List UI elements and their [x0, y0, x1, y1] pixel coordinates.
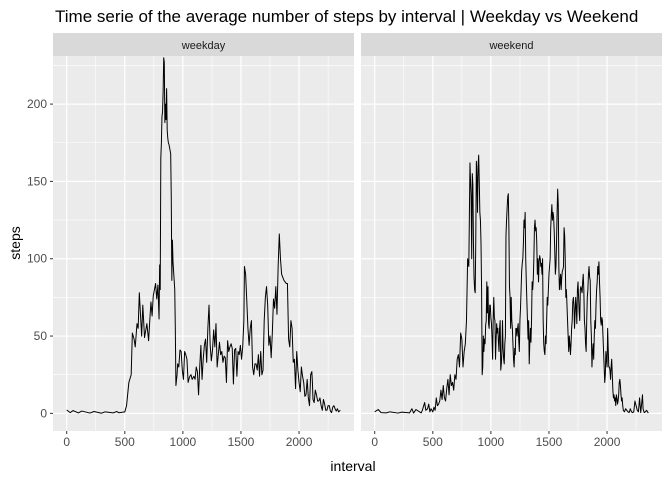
- panel-background-weekday: [53, 56, 354, 431]
- x-axis-title: interval: [330, 458, 375, 474]
- x-tick-label-weekend: 500: [423, 435, 443, 449]
- facet-strip-weekday: [53, 33, 354, 56]
- series-line-weekday: [66, 57, 341, 414]
- facet-panel-weekend: weekend: [361, 33, 662, 431]
- grid-minor-weekend: [361, 56, 662, 431]
- facet-strip-weekend: [361, 33, 662, 56]
- x-axis-weekday: 0 500 1000 1500 2000: [63, 431, 313, 449]
- x-tick-label-weekday: 500: [115, 435, 135, 449]
- y-tick-label: 50: [34, 329, 48, 343]
- facet-strip-label-weekend: weekend: [488, 40, 533, 52]
- y-tick-label: 200: [27, 97, 47, 111]
- facet-strip-label-weekday: weekday: [181, 40, 226, 52]
- y-axis: 0 50 100 150 200: [27, 97, 53, 420]
- x-tick-label-weekend: 1000: [478, 435, 505, 449]
- x-tick-label-weekday: 2000: [286, 435, 313, 449]
- x-tick-label-weekday: 1000: [170, 435, 197, 449]
- x-axis-weekend: 0 500 1000 1500 2000: [371, 431, 621, 449]
- grid-major-weekday: [53, 56, 354, 431]
- grid-minor-weekday: [53, 56, 354, 431]
- y-tick-label: 150: [27, 174, 47, 188]
- x-tick-label-weekend: 0: [371, 435, 378, 449]
- y-tick-label: 0: [40, 406, 47, 420]
- x-tick-label-weekend: 1500: [536, 435, 563, 449]
- x-tick-label-weekday: 1500: [228, 435, 255, 449]
- grid-major-weekend: [361, 56, 662, 431]
- series-line-weekend: [374, 154, 649, 414]
- y-axis-title: steps: [7, 226, 23, 259]
- y-tick-label: 100: [27, 252, 47, 266]
- facet-panel-weekday: weekday: [53, 33, 354, 431]
- chart-title: Time serie of the average number of step…: [55, 7, 638, 26]
- x-tick-label-weekday: 0: [63, 435, 70, 449]
- x-tick-label-weekend: 2000: [594, 435, 621, 449]
